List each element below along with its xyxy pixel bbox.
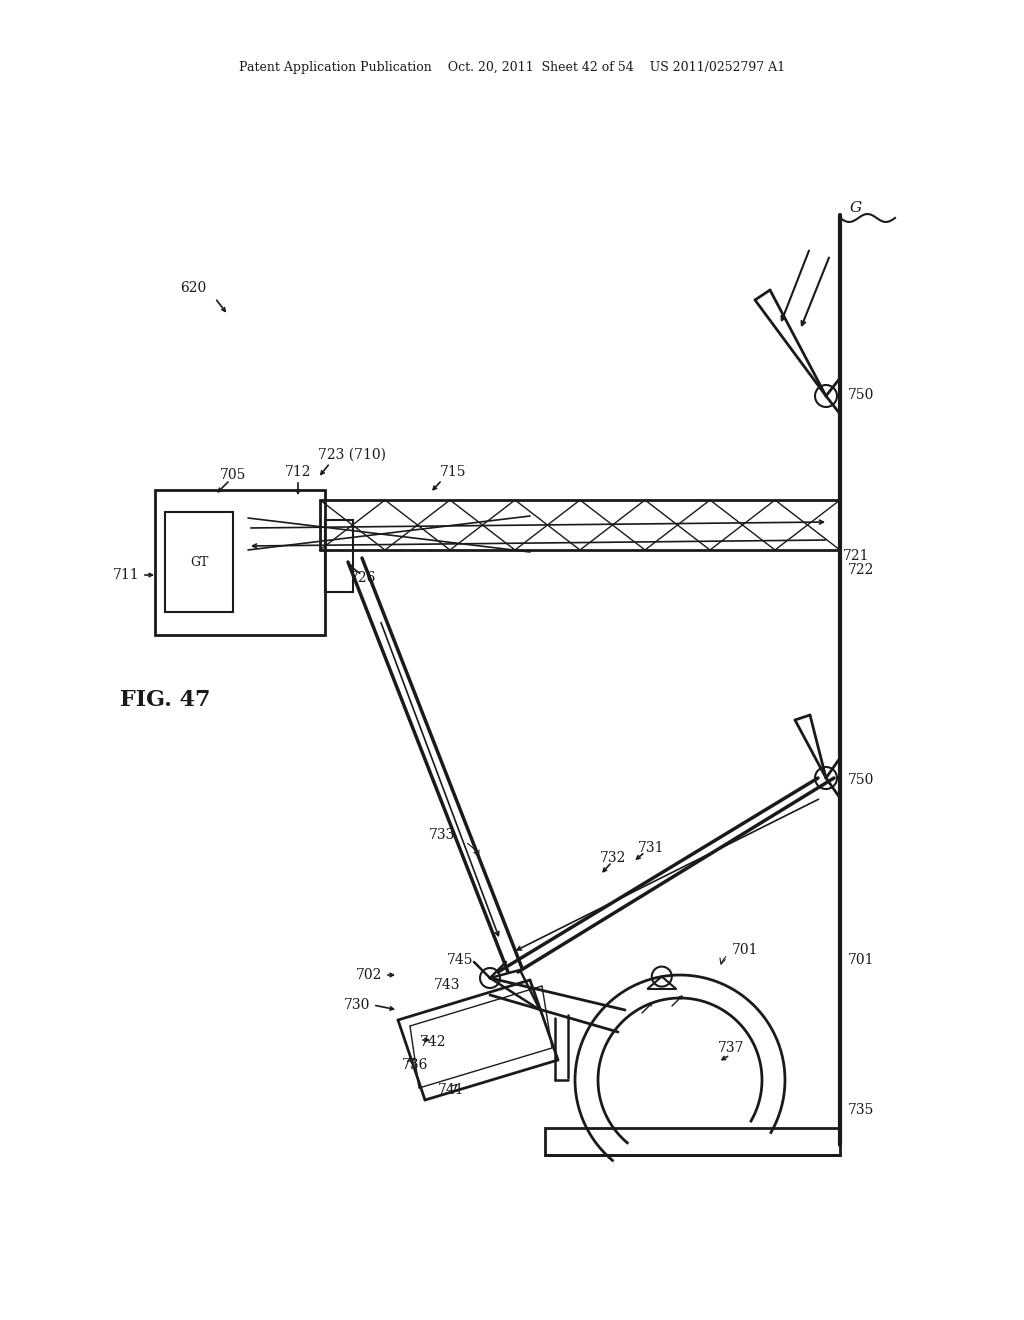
Text: 745: 745 [446,953,473,968]
Text: 750: 750 [848,388,874,403]
Text: 701: 701 [848,953,874,968]
Text: 620: 620 [180,281,206,294]
Text: 705: 705 [220,469,247,482]
Text: 722: 722 [848,564,874,577]
Text: 732: 732 [600,851,627,865]
Text: G: G [850,201,862,215]
Bar [165,512,233,612]
Text: 712: 712 [285,465,311,479]
Text: 726: 726 [350,572,377,585]
Bar [325,520,353,591]
Text: 702: 702 [355,968,382,982]
Text: 750: 750 [848,774,874,787]
Text: 736: 736 [402,1059,428,1072]
Text: 735: 735 [848,1104,874,1117]
Text: Patent Application Publication    Oct. 20, 2011  Sheet 42 of 54    US 2011/02527: Patent Application Publication Oct. 20, … [239,62,785,74]
Text: 743: 743 [433,978,460,993]
Text: 715: 715 [440,465,467,479]
Text: GT: GT [189,556,208,569]
Bar [155,490,325,635]
Text: 742: 742 [420,1035,446,1049]
Text: 723 (710): 723 (710) [318,447,386,462]
Text: 721: 721 [843,549,869,564]
Text: 730: 730 [344,998,370,1012]
Text: 731: 731 [638,841,665,855]
Text: 701: 701 [732,942,759,957]
Text: 741: 741 [438,1082,465,1097]
Bar [545,1129,840,1155]
Text: 711: 711 [114,568,140,582]
Text: 737: 737 [718,1041,744,1055]
Text: 733: 733 [429,828,455,842]
Text: FIG. 47: FIG. 47 [120,689,211,711]
